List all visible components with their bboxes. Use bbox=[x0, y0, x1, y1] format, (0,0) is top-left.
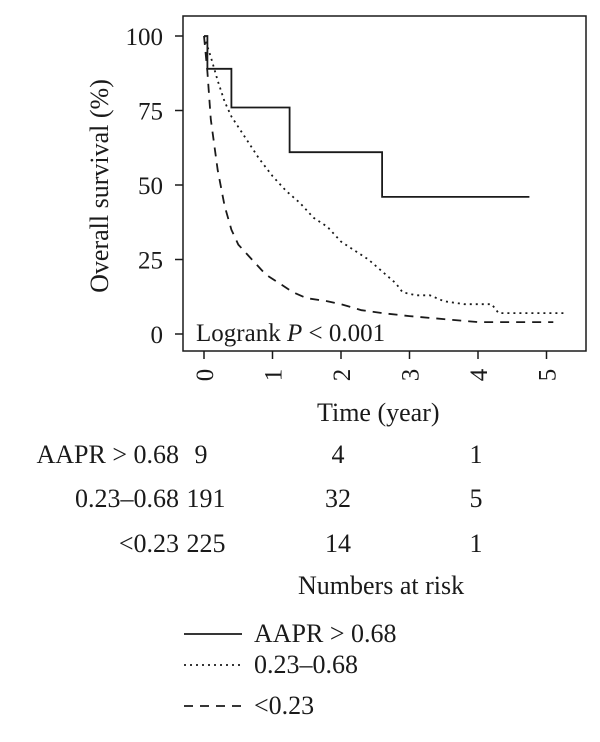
risk-value: 4 bbox=[331, 440, 345, 469]
series-group bbox=[203, 35, 567, 324]
risk-value: 1 bbox=[469, 529, 483, 558]
risk-row-label: AAPR > 0.68 bbox=[36, 440, 179, 469]
x-tick-label: 4 bbox=[466, 368, 493, 381]
logrank-prefix: Logrank bbox=[196, 320, 287, 347]
risk-row-label: 0.23–0.68 bbox=[75, 484, 179, 513]
legend-swatch-dashed bbox=[184, 705, 242, 707]
y-tick-label: 75 bbox=[138, 99, 163, 126]
series-line-dashed bbox=[203, 35, 554, 324]
legend-label: <0.23 bbox=[254, 691, 315, 720]
legend-item: <0.23 bbox=[184, 691, 314, 721]
logrank-suffix: < 0.001 bbox=[302, 320, 385, 347]
legend-item: 0.23–0.68 bbox=[184, 650, 358, 680]
legend-swatch-solid bbox=[184, 633, 242, 635]
risk-value: 225 bbox=[186, 529, 226, 558]
x-tick-label: 0 bbox=[192, 369, 219, 382]
risk-value: 9 bbox=[194, 440, 208, 469]
plot-frame bbox=[182, 15, 587, 352]
x-tick-label: 2 bbox=[329, 369, 356, 382]
series-line-dotted bbox=[203, 35, 567, 315]
risk-value: 191 bbox=[186, 484, 226, 513]
logrank-annotation: Logrank P < 0.001 bbox=[196, 320, 385, 347]
legend-swatch-dotted bbox=[184, 664, 242, 666]
risk-value: 14 bbox=[325, 529, 351, 558]
risk-value: 5 bbox=[469, 484, 483, 513]
x-tick-label: 5 bbox=[535, 369, 562, 382]
x-tick-label: 3 bbox=[398, 369, 425, 382]
x-tick-label: 1 bbox=[261, 369, 288, 382]
risk-value: 32 bbox=[325, 484, 351, 513]
legend-label: 0.23–0.68 bbox=[254, 650, 358, 679]
series-line-solid bbox=[204, 35, 530, 198]
legend-item: AAPR > 0.68 bbox=[184, 619, 397, 649]
logrank-p: P bbox=[286, 320, 302, 347]
risk-row-label: <0.23 bbox=[118, 529, 179, 558]
y-tick-label: 25 bbox=[138, 248, 163, 275]
x-axis-label: Time (year) bbox=[317, 398, 440, 427]
risk-value: 1 bbox=[469, 440, 483, 469]
risk-table-title: Numbers at risk bbox=[298, 571, 465, 600]
legend-label: AAPR > 0.68 bbox=[254, 619, 397, 648]
y-tick-label: 100 bbox=[126, 24, 164, 51]
y-tick-label: 50 bbox=[138, 173, 163, 200]
y-tick-label: 0 bbox=[151, 322, 164, 349]
y-axis-label: Overall survival (%) bbox=[85, 79, 114, 293]
axes: 0 25 50 75 100 0 1 2 3 4 5 bbox=[126, 24, 562, 381]
